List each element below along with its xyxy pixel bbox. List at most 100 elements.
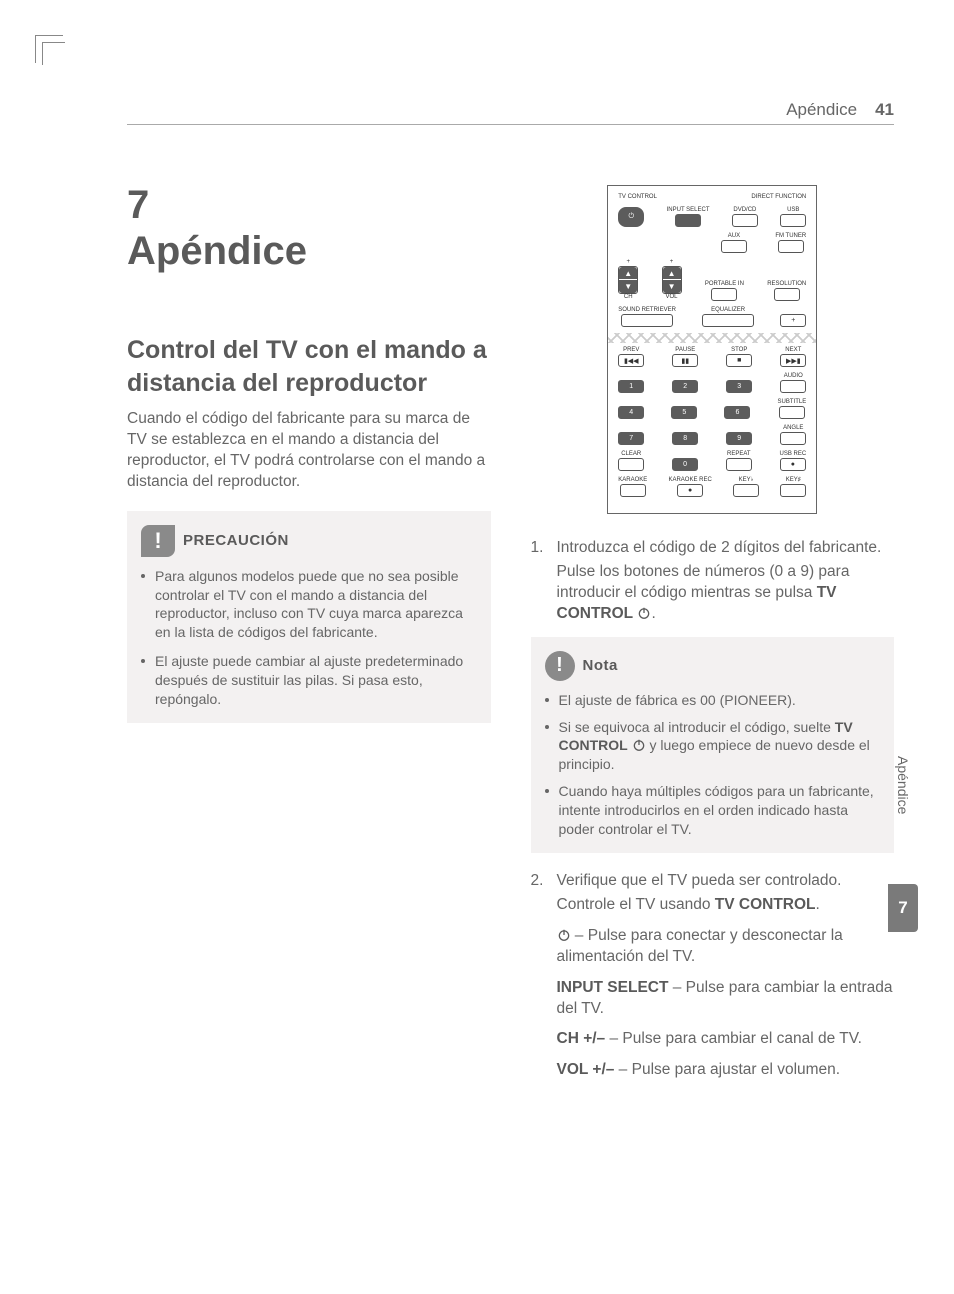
control-ch: CH +/– – Pulse para cambiar el canal de … [557,1029,895,1050]
step-text: Introduzca el código de 2 dígitos del fa… [557,539,882,556]
remote-diagram: TV CONTROL DIRECT FUNCTION ⏻ INPUT SELEC… [607,185,817,514]
chapter-title: Apéndice [127,229,491,274]
sound-retriever-button [621,314,673,327]
remote-label: VOL [666,294,678,300]
power-button: ⏻ [618,207,644,227]
remote-label: EQUALIZER [711,307,745,313]
left-column: 7 Apéndice Control del TV con el mando a… [127,185,491,1087]
remote-label: DVD/CD [733,207,756,213]
intro-paragraph: Cuando el código del fabricante para su … [127,409,491,493]
step-list: 1. Introduzca el código de 2 dígitos del… [531,538,895,625]
usb-rec-button: ● [780,458,806,471]
remote-label: SUBTITLE [778,399,807,405]
remote-label: + [626,259,630,265]
right-column: TV CONTROL DIRECT FUNCTION ⏻ INPUT SELEC… [531,185,895,1087]
num-4-button: 4 [618,406,644,419]
num-2-button: 2 [672,380,698,393]
note-item: Cuando haya múltiples códigos para un fa… [545,782,881,839]
angle-button [780,432,806,445]
page-header: Apéndice 41 [127,35,894,125]
num-3-button: 3 [726,380,752,393]
remote-label: TV CONTROL [618,194,657,200]
remote-label: PAUSE [675,347,695,353]
power-icon [637,606,651,620]
main-content: 7 Apéndice Control del TV con el mando a… [127,185,894,1087]
fm-tuner-button [778,240,804,253]
clear-button [618,458,644,471]
next-button: ▶▶▮ [780,354,806,367]
remote-label: USB REC [780,451,807,457]
num-8-button: 8 [672,432,698,445]
side-tab: Apéndice 7 [888,750,918,932]
step-number: 2. [531,871,549,1081]
crop-mark [35,35,63,63]
resolution-button [774,288,800,301]
caution-header: ! PRECAUCIÓN [141,525,477,557]
input-select-button [675,214,701,227]
warning-icon: ! [141,525,175,557]
remote-label: DIRECT FUNCTION [751,194,806,200]
header-section: Apéndice [786,100,857,120]
repeat-button [726,458,752,471]
power-icon [632,738,646,752]
aux-button [721,240,747,253]
remote-label: KEY♭ [739,477,754,483]
step-body: Introduzca el código de 2 dígitos del fa… [557,538,895,625]
step-1: 1. Introduzca el código de 2 dígitos del… [531,538,895,625]
caution-label: PRECAUCIÓN [183,532,289,549]
control-vol: VOL +/– – Pulse para ajustar el volumen. [557,1060,895,1081]
note-list: El ajuste de fábrica es 00 (PIONEER). Si… [545,691,881,839]
step-subtext: Pulse los botones de números (0 a 9) par… [557,562,895,625]
num-0-button: 0 [672,458,698,471]
karaoke-rec-button: ● [677,484,703,497]
remote-label: CH [624,294,633,300]
num-9-button: 9 [726,432,752,445]
pause-button: ▮▮ [672,354,698,367]
note-box: ! Nota El ajuste de fábrica es 00 (PIONE… [531,637,895,853]
subtitle-button [779,406,805,419]
section-heading: Control del TV con el mando a distancia … [127,334,491,399]
num-7-button: 7 [618,432,644,445]
plus-button: + [780,314,806,327]
note-header: ! Nota [545,651,881,681]
remote-label: FM TUNER [775,233,806,239]
remote-label: ANGLE [783,425,803,431]
control-input-select: INPUT SELECT – Pulse para cambiar la ent… [557,978,895,1020]
step-list-2: 2. Verifique que el TV pueda ser control… [531,871,895,1081]
key-sharp-button [780,484,806,497]
remote-label: RESOLUTION [767,281,806,287]
caution-item: El ajuste puede cambiar al ajuste predet… [141,652,477,709]
step-text: Verifique que el TV pueda ser controlado… [557,872,842,889]
vol-rocker: ▲▼ [662,266,682,294]
step-number: 1. [531,538,549,625]
karaoke-button [620,484,646,497]
num-6-button: 6 [724,406,750,419]
usb-button [780,214,806,227]
ch-rocker: ▲▼ [618,266,638,294]
dvd-cd-button [732,214,758,227]
step-subtext: Controle el TV usando TV CONTROL. [557,895,895,916]
remote-label: USB [787,207,799,213]
remote-label: SOUND RETRIEVER [618,307,676,313]
step-body: Verifique que el TV pueda ser controlado… [557,871,895,1081]
audio-button [780,380,806,393]
equalizer-button [702,314,754,327]
note-item: El ajuste de fábrica es 00 (PIONEER). [545,691,881,710]
side-tab-label: Apéndice [889,750,917,884]
caution-item: Para algunos modelos puede que no sea po… [141,567,477,643]
remote-label: PORTABLE IN [705,281,744,287]
step-2: 2. Verifique que el TV pueda ser control… [531,871,895,1081]
stop-button: ■ [726,354,752,367]
power-icon [557,928,571,942]
num-5-button: 5 [671,406,697,419]
caution-box: ! PRECAUCIÓN Para algunos modelos puede … [127,511,491,723]
remote-label: REPEAT [727,451,751,457]
remote-label: NEXT [785,347,801,353]
remote-label: CLEAR [621,451,641,457]
tear-line [608,333,816,343]
remote-label: KARAOKE [618,477,647,483]
side-tab-number: 7 [888,884,918,932]
control-power: – Pulse para conectar y desconectar la a… [557,926,895,968]
remote-label: + [670,259,674,265]
chapter-number: 7 [127,185,491,225]
